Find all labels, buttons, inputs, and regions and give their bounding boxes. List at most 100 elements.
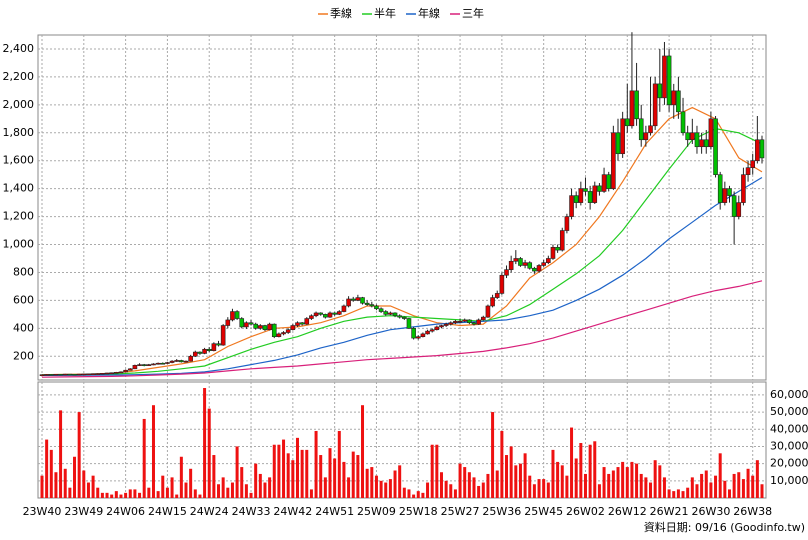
volume-bar — [124, 492, 128, 498]
volume-bar — [523, 453, 527, 498]
volume-bar — [263, 482, 267, 498]
legend-label: 年線 — [418, 6, 440, 20]
volume-bar — [370, 467, 374, 498]
candle-body — [513, 258, 519, 262]
candle-body — [717, 174, 723, 203]
candle-body — [67, 373, 73, 376]
candle-body — [72, 373, 77, 376]
candle-body — [662, 55, 667, 99]
volume-bar — [282, 439, 286, 498]
volume-bar — [398, 465, 402, 498]
candle-body — [736, 202, 742, 217]
volume-bar — [337, 430, 341, 498]
volume-bar — [439, 472, 443, 498]
volume-bar — [96, 487, 100, 498]
volume-bar — [625, 467, 629, 498]
x-tick-label: 25W36 — [482, 505, 521, 518]
candle-body — [457, 321, 463, 323]
volume-bar — [546, 482, 550, 498]
volume-bar — [732, 473, 736, 498]
volume-bar — [179, 456, 183, 498]
volume-bar — [189, 468, 193, 498]
y2-tick-label: 10,000 — [770, 474, 808, 487]
volume-bar — [751, 475, 755, 498]
candle-body — [95, 373, 101, 375]
candle-body — [759, 139, 765, 159]
volume-bar — [518, 463, 522, 498]
x-tick-label: 25W18 — [399, 505, 438, 518]
volume-bar — [481, 482, 485, 498]
volume-bar — [565, 475, 569, 498]
candle-body — [504, 269, 509, 276]
volume-bar — [714, 475, 718, 498]
candle-body — [165, 362, 170, 364]
candle-body — [253, 323, 258, 329]
candle-body — [546, 258, 551, 263]
candle-body — [114, 372, 119, 374]
candle-body — [290, 325, 296, 331]
candle-body — [443, 323, 449, 326]
volume-bar — [217, 484, 221, 498]
candle-body — [183, 360, 189, 363]
price-panel — [37, 34, 767, 381]
volume-bar — [105, 492, 109, 498]
volume-bar — [542, 479, 546, 498]
candle-body — [230, 311, 235, 321]
ma-line — [41, 106, 763, 376]
volume-bar — [407, 489, 411, 498]
candle-body — [332, 312, 337, 315]
candle-body — [118, 371, 124, 374]
legend-label: 半年 — [374, 6, 396, 20]
candle-body — [699, 139, 704, 148]
volume-bar — [333, 458, 337, 498]
candle-body — [402, 316, 407, 319]
volume-bar — [128, 489, 132, 498]
candle-body — [369, 304, 375, 307]
volume-bar — [300, 449, 304, 498]
candle-body — [406, 318, 412, 329]
x-tick-label: 24W33 — [232, 505, 271, 518]
legend-label: 三年 — [462, 6, 484, 20]
candle-body — [202, 348, 207, 354]
candle-body — [271, 323, 277, 338]
candle-body — [671, 90, 677, 106]
candle-body — [685, 132, 690, 141]
candle-body — [573, 195, 579, 203]
volume-bar — [165, 487, 169, 498]
volume-bar — [426, 482, 430, 498]
candle-body — [327, 312, 333, 318]
candle-body — [295, 322, 300, 326]
candle-body — [192, 351, 198, 357]
volume-bar — [272, 444, 276, 498]
volume-bar — [463, 467, 467, 498]
volume-bar — [509, 446, 513, 498]
volume-bar — [653, 460, 657, 498]
candle-body — [527, 262, 533, 269]
volume-bar — [384, 482, 388, 498]
candle-body — [648, 125, 653, 134]
volume-bar — [249, 492, 253, 498]
candle-body — [383, 311, 389, 315]
candle-body — [216, 343, 221, 346]
volume-bar — [244, 484, 248, 498]
volume-bar — [59, 410, 63, 498]
volume-bar — [54, 472, 58, 498]
candle-body — [44, 374, 49, 376]
volume-bar — [700, 473, 704, 498]
candle-body — [629, 90, 635, 127]
volume-bar — [588, 444, 592, 498]
volume-bar — [314, 430, 318, 498]
volume-bar — [686, 487, 690, 498]
volume-bar — [453, 489, 457, 498]
candle-body — [364, 302, 370, 305]
volume-bar — [709, 482, 713, 498]
volume-bar — [416, 491, 420, 498]
x-tick-label: 24W06 — [106, 505, 145, 518]
volume-bar — [514, 465, 518, 498]
volume-bar — [323, 477, 327, 498]
y-tick-label: 2,400 — [3, 42, 35, 55]
candle-body — [336, 311, 342, 315]
volume-bar — [240, 467, 244, 498]
volume-bar — [291, 460, 295, 498]
